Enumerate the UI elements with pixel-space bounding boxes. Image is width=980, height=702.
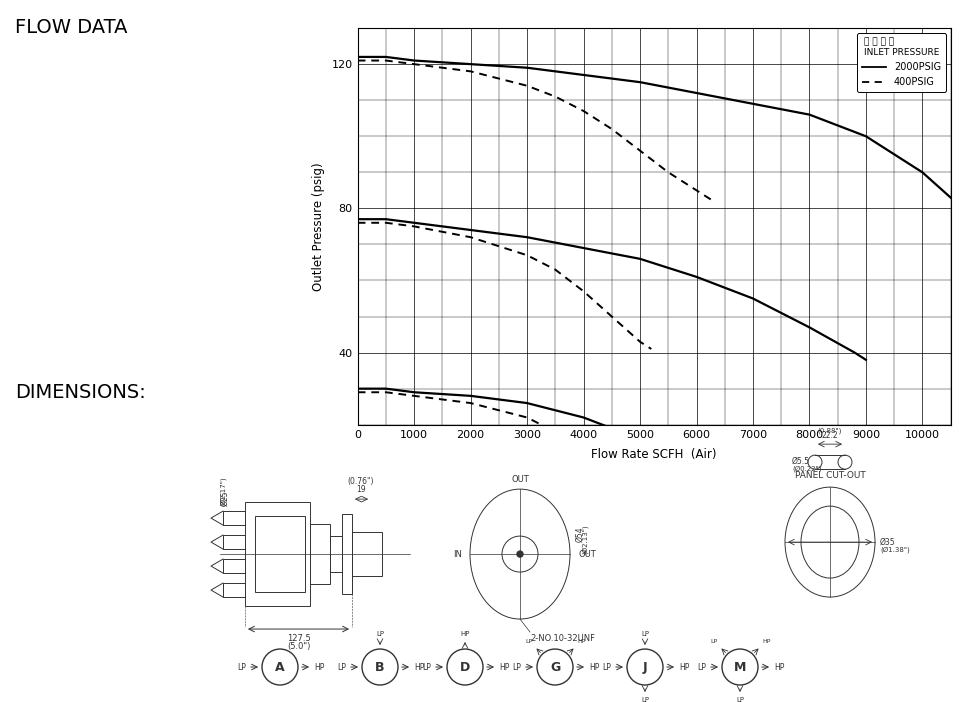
Text: Ø25: Ø25 [220,491,229,506]
Bar [245,502,310,606]
Text: HP: HP [589,663,600,672]
Text: 127.5: 127.5 [286,634,311,643]
Text: 19: 19 [356,485,366,494]
Text: M: M [734,661,746,673]
Text: LP: LP [376,631,384,637]
Bar [223,511,245,525]
Text: HP: HP [774,663,784,672]
Text: LP: LP [736,697,744,702]
Text: IN: IN [453,550,462,559]
Text: HP: HP [314,663,324,672]
Text: HP: HP [461,631,469,637]
Text: HP: HP [679,663,689,672]
Text: LP: LP [641,697,649,702]
Bar [223,559,245,573]
Text: (Ø1.38"): (Ø1.38") [880,547,909,553]
Text: LP: LP [602,663,611,672]
Text: LP: LP [237,663,246,672]
Text: (Ø2.17"): (Ø2.17") [220,477,226,506]
Text: Ø54: Ø54 [575,526,584,542]
Text: LP: LP [513,663,521,672]
Bar [342,514,352,594]
Bar [223,535,245,549]
Text: DIMENSIONS:: DIMENSIONS: [15,383,145,402]
Text: 22.2: 22.2 [821,431,838,440]
Bar [255,516,305,592]
Text: HP: HP [577,640,586,644]
Text: 2-NO.10-32UNF: 2-NO.10-32UNF [530,634,595,643]
Text: Ø5.5: Ø5.5 [792,457,810,466]
Text: OUT: OUT [578,550,596,559]
Text: D: D [460,661,470,673]
Text: (Ø0.22"): (Ø0.22") [792,465,821,472]
Bar [330,536,342,572]
Text: (0.88"): (0.88") [818,428,842,434]
Text: B: B [375,661,385,673]
Text: Ø35: Ø35 [880,538,896,547]
Legend: 2000PSIG, 400PSIG: 2000PSIG, 400PSIG [857,33,946,92]
Text: A: A [275,661,285,673]
Text: (0.76"): (0.76") [348,477,374,486]
Text: (5.0"): (5.0") [287,642,311,651]
Text: LP: LP [422,663,431,672]
Text: LP: LP [337,663,346,672]
Text: J: J [643,661,648,673]
Bar [352,532,382,576]
Text: LP: LP [697,663,706,672]
X-axis label: Flow Rate SCFH  (Air): Flow Rate SCFH (Air) [591,448,717,461]
Y-axis label: Outlet Pressure (psig): Outlet Pressure (psig) [312,162,324,291]
Text: HP: HP [414,663,424,672]
Text: OUT: OUT [512,475,529,484]
Text: HP: HP [499,663,510,672]
Circle shape [517,551,523,557]
Text: G: G [550,661,561,673]
Text: LP: LP [641,631,649,637]
Text: HP: HP [762,640,771,644]
Text: PANEL CUT-OUT: PANEL CUT-OUT [795,471,865,480]
Text: (Ø2.13"): (Ø2.13") [582,524,589,554]
Bar [310,524,330,584]
Text: LP: LP [710,640,717,644]
Text: FLOW DATA: FLOW DATA [15,18,127,37]
Text: LP: LP [525,640,532,644]
Bar [223,583,245,597]
